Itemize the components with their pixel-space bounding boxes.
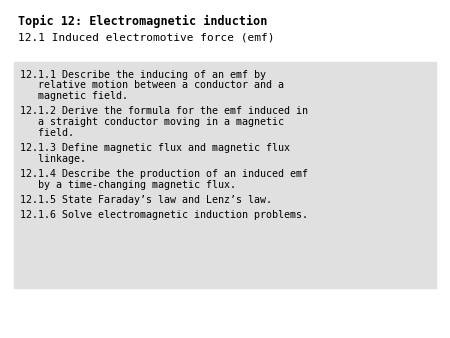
Text: field.: field. xyxy=(20,127,74,138)
Text: 12.1.6 Solve electromagnetic induction problems.: 12.1.6 Solve electromagnetic induction p… xyxy=(20,211,308,220)
Text: 12.1.1 Describe the inducing of an emf by: 12.1.1 Describe the inducing of an emf b… xyxy=(20,70,266,80)
Text: 12.1 Induced electromotive force (emf): 12.1 Induced electromotive force (emf) xyxy=(18,32,274,42)
Text: 12.1.5 State Faraday’s law and Lenz’s law.: 12.1.5 State Faraday’s law and Lenz’s la… xyxy=(20,195,272,205)
Text: linkage.: linkage. xyxy=(20,153,86,164)
Text: by a time-changing magnetic flux.: by a time-changing magnetic flux. xyxy=(20,179,236,190)
Text: 12.1.4 Describe the production of an induced emf: 12.1.4 Describe the production of an ind… xyxy=(20,169,308,179)
Text: a straight conductor moving in a magnetic: a straight conductor moving in a magneti… xyxy=(20,117,284,127)
Text: relative motion between a conductor and a: relative motion between a conductor and … xyxy=(20,80,284,91)
Text: 12.1.3 Define magnetic flux and magnetic flux: 12.1.3 Define magnetic flux and magnetic… xyxy=(20,143,290,153)
Text: 12.1.2 Derive the formula for the emf induced in: 12.1.2 Derive the formula for the emf in… xyxy=(20,106,308,117)
Text: magnetic field.: magnetic field. xyxy=(20,91,128,101)
FancyBboxPatch shape xyxy=(14,62,436,288)
Text: Topic 12: Electromagnetic induction: Topic 12: Electromagnetic induction xyxy=(18,15,267,28)
